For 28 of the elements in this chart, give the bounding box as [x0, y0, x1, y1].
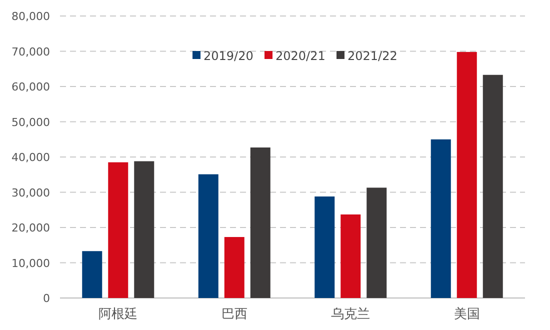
- bar: [198, 174, 218, 298]
- bar: [366, 188, 387, 298]
- x-tick-label: 巴西: [221, 307, 248, 322]
- y-tick-label: 40,000: [12, 151, 50, 164]
- y-tick-label: 10,000: [12, 256, 50, 270]
- bar: [314, 196, 335, 298]
- bar: [482, 74, 503, 298]
- y-tick-label: 0: [43, 292, 50, 305]
- legend-label: 2019/20: [204, 49, 254, 63]
- x-tick-label: 乌克兰: [331, 307, 370, 322]
- bar: [82, 251, 102, 298]
- y-tick-label: 70,000: [12, 45, 50, 58]
- bar: [250, 147, 270, 298]
- bar: [224, 237, 244, 298]
- y-tick-label: 20,000: [12, 222, 50, 234]
- x-tick-label: 美国: [454, 306, 480, 322]
- y-tick-label: 80,000: [12, 10, 50, 23]
- bar: [456, 52, 477, 298]
- bar: [430, 139, 451, 298]
- y-tick-label: 50,000: [12, 116, 50, 129]
- legend-label: 2021/22: [348, 49, 398, 63]
- y-tick-label: 30,000: [12, 186, 50, 200]
- legend-label: 2020/21: [276, 49, 326, 63]
- bar: [134, 161, 154, 298]
- bar: [108, 162, 128, 298]
- bar: [340, 214, 361, 298]
- y-tick-label: 60,000: [12, 80, 50, 94]
- x-tick-label: 阿根廷: [98, 307, 138, 322]
